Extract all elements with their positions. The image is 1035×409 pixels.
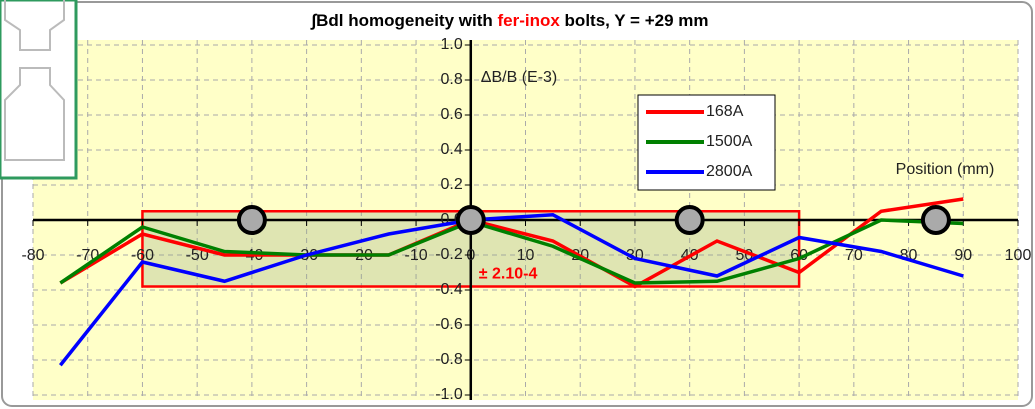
- icon-shape: [4, 67, 65, 161]
- y-tick-label: -0.4: [435, 281, 463, 298]
- legend-label: 1500A: [706, 133, 753, 150]
- y-tick-label: 0.4: [441, 141, 463, 158]
- bolt-marker: [236, 205, 267, 235]
- box-label: ± 2.10-4: [479, 266, 538, 283]
- series-line: [59, 197, 964, 289]
- legend-label: 2800A: [706, 163, 753, 180]
- y-tick-label: 0.8: [441, 71, 463, 88]
- x-axis-label: Position (mm): [896, 161, 995, 178]
- y-axis-label: ΔB/B (E-3): [481, 69, 557, 86]
- bolt-marker: [920, 205, 951, 235]
- y-tick-label: -1.0: [435, 386, 463, 403]
- y-tick-label: -0.8: [435, 351, 463, 368]
- y-tick-label: -0.2: [435, 246, 463, 263]
- legend-label: 168A: [706, 103, 744, 120]
- chart-title: ∫Bdl homogeneity with fer-inox bolts, Y …: [309, 11, 708, 30]
- icon-panel: [0, 0, 78, 180]
- series-line: [58, 212, 964, 367]
- title-part: ∫Bdl homogeneity with: [309, 11, 497, 30]
- y-tick-label: 1.0: [441, 36, 463, 53]
- x-tick-label: 90: [954, 247, 972, 264]
- bolt-marker: [455, 205, 486, 235]
- x-tick-label: -60: [131, 247, 154, 264]
- x-tick-label: 70: [845, 247, 863, 264]
- overlay-icons: [0, 0, 78, 180]
- x-tick-label: -10: [404, 247, 427, 264]
- series-line: [59, 218, 964, 285]
- title-part: fer-inox: [497, 11, 560, 30]
- y-tick-label: 0.2: [441, 176, 463, 193]
- icon-shape: [4, 0, 65, 51]
- y-tick-label: -0.6: [435, 316, 463, 333]
- bolt-marker: [674, 205, 705, 235]
- x-tick-label: -80: [21, 247, 44, 264]
- x-tick-label: -50: [186, 247, 209, 264]
- y-tick-label: 0.6: [441, 106, 463, 123]
- x-tick-label: 0: [466, 247, 475, 264]
- x-tick-label: 10: [517, 247, 535, 264]
- x-tick-label: 100: [1005, 247, 1032, 264]
- title-part: bolts, Y = +29 mm: [560, 11, 709, 30]
